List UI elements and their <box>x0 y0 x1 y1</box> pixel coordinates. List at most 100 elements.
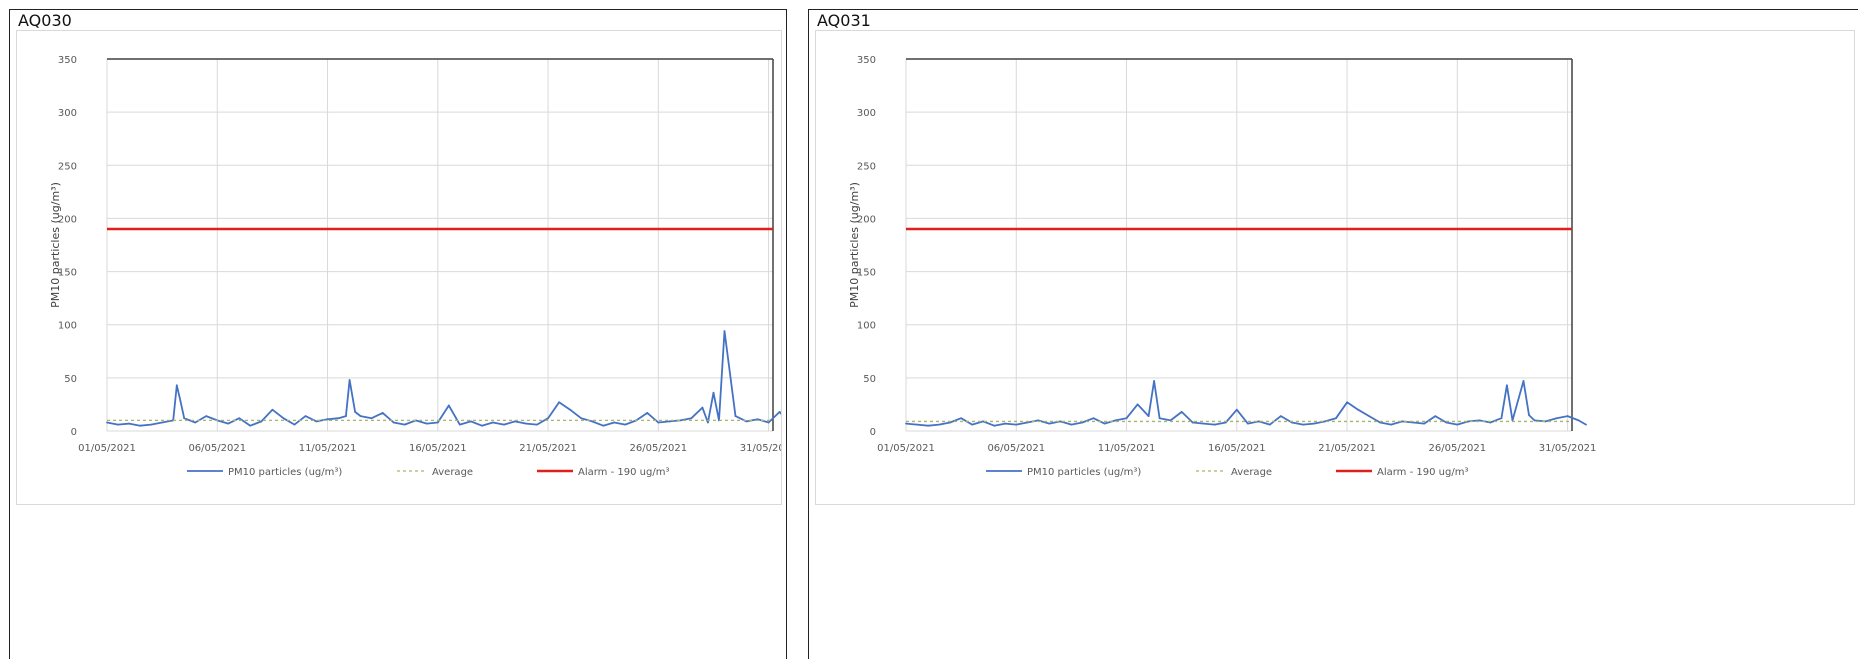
data-point <box>227 422 230 425</box>
data-point <box>161 421 164 424</box>
data-point <box>1346 401 1348 404</box>
data-point <box>1114 419 1117 422</box>
y-tick-label: 200 <box>58 214 77 225</box>
data-point <box>1313 422 1315 425</box>
data-point <box>938 423 940 426</box>
y-tick-label: 100 <box>857 321 876 332</box>
data-point <box>1048 422 1051 425</box>
data-point <box>1103 422 1106 425</box>
data-point <box>536 423 538 426</box>
chart-frame: 0 50 100 150 200 250 300 350 01/05/2021 06/05/202… <box>815 30 1855 505</box>
data-point <box>304 415 307 418</box>
data-point <box>1401 420 1404 423</box>
data-point <box>778 410 781 413</box>
y-tick-label: 150 <box>58 268 77 279</box>
data-point <box>128 422 130 425</box>
data-point <box>1585 423 1587 426</box>
data-point <box>1059 420 1062 423</box>
panel-title: AQ030 <box>18 11 72 30</box>
data-point <box>1257 420 1260 423</box>
data-point <box>1180 410 1183 413</box>
chart-frame: 0 50 100 150 200 250 300 350 01/05/2021 06/05/202… <box>16 30 786 505</box>
data-point <box>293 423 296 426</box>
data-point <box>1280 415 1282 418</box>
data-point <box>701 406 704 409</box>
data-point <box>492 421 494 424</box>
pm10-chart-aq030: 0 50 100 150 200 250 300 350 01/05/2021 06/05/202… <box>49 55 786 478</box>
data-point <box>447 404 450 407</box>
data-point <box>1153 380 1155 382</box>
data-point <box>1577 419 1580 422</box>
data-point <box>1136 403 1139 406</box>
series-line-pm10 <box>106 330 786 427</box>
x-tick-label: 16/05/2021 <box>409 443 467 454</box>
data-point <box>602 424 605 427</box>
data-point <box>1434 415 1437 418</box>
data-point <box>1555 417 1558 420</box>
y-tick-label: 0 <box>71 427 77 438</box>
data-point <box>960 417 963 420</box>
y-tick-label: 250 <box>857 161 876 172</box>
legend-label: Alarm - 190 ug/m³ <box>578 467 669 478</box>
panel-aq031: AQ031 0 50 100 150 200 250 300 350 01/05/2021 06/… <box>808 9 1858 659</box>
data-point <box>179 400 182 403</box>
data-point <box>1147 415 1150 418</box>
data-point <box>354 410 356 413</box>
data-point <box>569 408 572 411</box>
data-point <box>392 421 395 424</box>
legend-label: Average <box>432 467 473 478</box>
data-point <box>624 423 627 426</box>
data-point <box>707 421 709 424</box>
data-point <box>1390 423 1393 426</box>
data-point <box>1566 415 1569 418</box>
x-tick-label: 06/05/2021 <box>188 443 246 454</box>
data-point <box>982 420 985 423</box>
data-point <box>646 412 649 414</box>
data-point <box>1125 417 1128 420</box>
legend-label: Alarm - 190 ug/m³ <box>1377 467 1468 478</box>
data-point <box>1235 408 1238 411</box>
data-point <box>425 422 428 425</box>
x-tick-label: 06/05/2021 <box>987 443 1045 454</box>
data-point <box>345 415 347 418</box>
data-point <box>767 421 770 424</box>
data-point <box>381 412 384 414</box>
data-point <box>194 421 197 424</box>
x-tick-label: 11/05/2021 <box>1098 443 1156 454</box>
data-point <box>175 384 178 387</box>
x-tick-label: 01/05/2021 <box>877 443 935 454</box>
y-tick-label: 50 <box>64 374 77 385</box>
data-point <box>1302 423 1304 426</box>
data-point <box>326 418 329 421</box>
data-point <box>916 423 918 426</box>
data-point <box>1202 422 1205 425</box>
data-point <box>106 421 108 424</box>
data-point <box>1423 422 1426 425</box>
data-point <box>1533 419 1536 422</box>
data-point <box>139 424 141 427</box>
data-point <box>1456 423 1459 426</box>
data-point <box>249 424 252 427</box>
x-tick-label: 11/05/2021 <box>299 443 357 454</box>
x-tick-label: 21/05/2021 <box>1318 443 1376 454</box>
data-point <box>712 391 715 394</box>
legend-label: Average <box>1231 467 1272 478</box>
y-axis-label: PM10 particles (ug/m³) <box>49 182 62 308</box>
data-point <box>348 379 351 381</box>
y-tick-label: 300 <box>857 108 876 119</box>
data-point <box>558 401 560 404</box>
data-point <box>690 417 693 420</box>
data-point <box>183 417 186 420</box>
data-point <box>905 422 907 425</box>
data-point <box>734 415 737 418</box>
data-point <box>315 420 318 423</box>
data-point <box>1268 423 1271 426</box>
data-point <box>1335 417 1337 420</box>
y-tick-label: 200 <box>857 214 876 225</box>
data-point <box>1191 421 1194 424</box>
data-point <box>282 417 285 420</box>
panel-aq030: AQ030 0 50 100 150 200 250 300 350 01/05/2021 06/… <box>9 9 787 659</box>
data-point <box>1092 417 1095 420</box>
data-point <box>117 423 119 426</box>
data-point <box>657 421 660 424</box>
